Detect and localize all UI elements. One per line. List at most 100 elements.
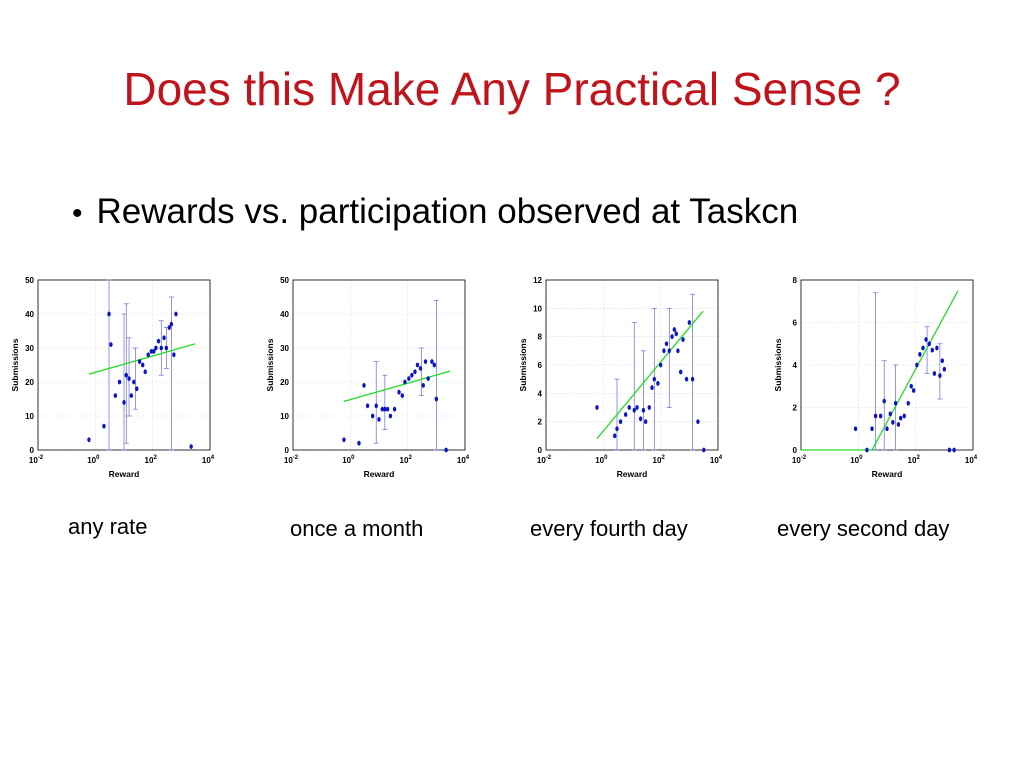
y-tick-label: 20 bbox=[280, 378, 289, 387]
data-point bbox=[893, 400, 898, 406]
data-point bbox=[159, 345, 163, 351]
bullet-point: • Rewards vs. participation observed at … bbox=[72, 192, 798, 232]
fit-line bbox=[801, 290, 959, 451]
bullet-dot: • bbox=[72, 197, 83, 230]
fit-line bbox=[88, 343, 196, 375]
x-tick-label: 104 bbox=[202, 455, 215, 465]
data-point bbox=[388, 413, 393, 419]
data-point bbox=[696, 419, 700, 425]
y-tick-label: 2 bbox=[538, 418, 543, 427]
data-point bbox=[888, 411, 892, 417]
y-tick-label: 20 bbox=[25, 378, 34, 387]
data-point bbox=[670, 334, 674, 340]
data-point bbox=[362, 383, 366, 388]
error-bar bbox=[106, 279, 112, 451]
data-point bbox=[127, 376, 131, 381]
data-point bbox=[169, 321, 174, 327]
data-point bbox=[365, 403, 370, 409]
x-tick-label: 102 bbox=[908, 455, 921, 465]
data-point bbox=[898, 415, 903, 421]
error-bar bbox=[666, 307, 672, 408]
data-point bbox=[595, 405, 599, 410]
data-point bbox=[385, 406, 390, 412]
x-tick-label: 100 bbox=[87, 455, 100, 465]
axes-box bbox=[800, 279, 974, 451]
data-point bbox=[129, 393, 134, 398]
y-tick-label: 12 bbox=[533, 276, 542, 285]
data-point bbox=[878, 413, 883, 419]
error-bar bbox=[121, 313, 127, 451]
data-point bbox=[122, 400, 126, 405]
data-point bbox=[413, 369, 417, 375]
data-point bbox=[109, 342, 113, 347]
chart-any-rate: 0 10 20 30 40 50 10-2 100 102 104 Reward Submission… bbox=[10, 276, 215, 479]
data-point bbox=[906, 400, 910, 406]
x-tick-label: 102 bbox=[653, 455, 666, 465]
data-point bbox=[938, 373, 942, 379]
error-bar bbox=[132, 347, 138, 410]
data-point bbox=[952, 447, 956, 453]
data-point bbox=[418, 366, 423, 371]
data-point bbox=[623, 412, 628, 417]
bullet-text: Rewards vs. participation observed at Ta… bbox=[96, 192, 799, 231]
data-point bbox=[873, 413, 878, 419]
x-axis-label: Reward bbox=[364, 469, 395, 479]
y-tick-label: 30 bbox=[280, 344, 289, 353]
data-point bbox=[137, 359, 142, 364]
data-point bbox=[156, 338, 161, 344]
y-tick-label: 40 bbox=[280, 310, 289, 319]
data-point bbox=[132, 379, 136, 385]
y-axis-label: Submissions bbox=[773, 338, 783, 391]
chart-every-second-day: 0 2 4 6 8 10-2 100 102 104 Reward Submissions bbox=[773, 276, 978, 479]
data-point bbox=[921, 345, 925, 351]
data-point bbox=[444, 447, 448, 453]
data-point bbox=[940, 358, 945, 364]
data-point bbox=[403, 379, 407, 385]
data-point bbox=[164, 345, 169, 351]
grid bbox=[292, 279, 466, 451]
y-tick-label: 50 bbox=[280, 276, 289, 285]
data-point bbox=[174, 311, 178, 317]
x-tick-label: 104 bbox=[457, 455, 470, 465]
data-point bbox=[932, 371, 937, 376]
data-point bbox=[189, 444, 193, 449]
data-point bbox=[149, 349, 154, 354]
data-point bbox=[702, 447, 706, 453]
y-tick-label: 8 bbox=[538, 333, 543, 342]
data-point bbox=[407, 376, 411, 381]
data-point bbox=[681, 337, 685, 342]
y-tick-label: 0 bbox=[538, 446, 543, 455]
data-point bbox=[865, 447, 869, 453]
y-tick-label: 50 bbox=[25, 276, 34, 285]
data-point bbox=[935, 345, 939, 351]
data-point bbox=[687, 320, 692, 325]
data-point bbox=[882, 398, 886, 404]
error-bar bbox=[873, 292, 879, 451]
data-point bbox=[658, 362, 663, 368]
data-point bbox=[426, 376, 430, 381]
y-tick-label: 10 bbox=[280, 412, 289, 421]
x-tick-label: 10-2 bbox=[284, 455, 299, 465]
data-point bbox=[924, 337, 928, 342]
error-bar bbox=[881, 360, 887, 451]
x-axis-label: Reward bbox=[872, 469, 903, 479]
x-tick-label: 10-2 bbox=[792, 455, 807, 465]
caption-any-rate: any rate bbox=[68, 514, 148, 539]
chart-every-fourth-day: 0 2 4 6 8 10 12 10-2 100 102 104 Reward Submissions bbox=[518, 276, 723, 479]
data-point bbox=[664, 341, 669, 347]
data-point bbox=[141, 362, 145, 368]
data-point bbox=[117, 379, 122, 385]
data-point bbox=[400, 393, 405, 398]
error-bar bbox=[631, 322, 637, 451]
data-point bbox=[915, 362, 919, 368]
data-point bbox=[370, 413, 375, 419]
data-point bbox=[432, 362, 437, 368]
caption-every-second-day: every second day bbox=[777, 516, 950, 541]
data-point bbox=[380, 406, 384, 412]
data-point bbox=[643, 419, 648, 425]
x-axis-label: Reward bbox=[617, 469, 648, 479]
slide-title: Does this Make Any Practical Sense ? bbox=[123, 63, 901, 115]
error-bar bbox=[937, 343, 943, 400]
data-point bbox=[652, 376, 657, 382]
data-point bbox=[102, 423, 106, 429]
